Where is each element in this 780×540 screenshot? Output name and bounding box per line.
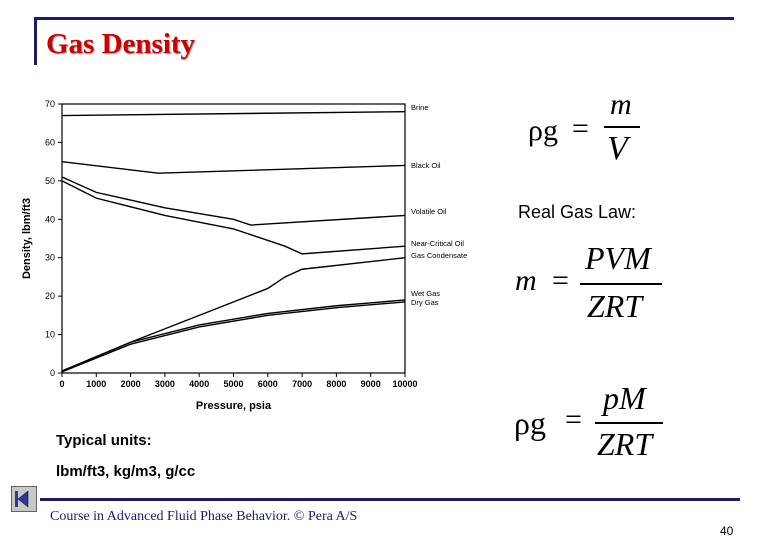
y-tick-label: 10 [45, 330, 55, 340]
legend-label: Near-Critical Oil [411, 239, 464, 248]
x-tick-label: 5000 [223, 379, 243, 389]
x-tick-label: 3000 [155, 379, 175, 389]
series-line-dry-gas [61, 301, 406, 373]
eq3-denominator: ZRT [597, 426, 653, 462]
eq2-lhs: m [515, 264, 537, 297]
page-number: 40 [720, 524, 734, 538]
legend-label: Brine [411, 103, 429, 112]
series-line-gas-condensate [61, 257, 406, 372]
units-title: Typical units: [56, 432, 152, 449]
real-gas-law-label: Real Gas Law: [518, 202, 637, 222]
legend-label: Dry Gas [411, 298, 439, 307]
x-tick-label: 7000 [292, 379, 312, 389]
x-tick-label: 6000 [258, 379, 278, 389]
eq2-fraction-bar [580, 283, 662, 285]
y-tick-label: 40 [45, 214, 55, 224]
x-tick-label: 2000 [121, 379, 141, 389]
series-line-volatile-oil [61, 176, 406, 226]
eq1-denominator: V [607, 130, 628, 167]
footer-text: Course in Advanced Fluid Phase Behavior.… [50, 509, 358, 524]
x-axis-label: Pressure, psia [196, 400, 272, 412]
x-tick-label: 10000 [392, 379, 417, 389]
eq3-numerator: pM [603, 380, 646, 416]
eq1-numerator: m [610, 88, 632, 121]
eq1-fraction-bar [604, 126, 640, 128]
eq2-numerator: PVM [585, 240, 651, 276]
title-frame-top [34, 17, 734, 20]
legend-label: Wet Gas [411, 289, 440, 298]
series-line-black-oil [61, 160, 406, 174]
series-line-near-critical-oil [61, 180, 406, 255]
footer-divider [40, 498, 740, 501]
series-line-brine [61, 110, 406, 117]
y-tick-label: 60 [45, 137, 55, 147]
eq2-denominator: ZRT [587, 288, 643, 324]
eq1-lhs-text: ρg [528, 114, 558, 147]
eq2-equals: = [552, 264, 569, 297]
x-tick-label: 9000 [361, 379, 381, 389]
density-chart: 0 10 20 30 40 50 60 70 0 1000 2000 3000 4000 5000 6000… [21, 99, 467, 412]
units-value: lbm/ft3, kg/m3, g/cc [56, 463, 196, 480]
legend-label: Black Oil [411, 161, 441, 170]
x-tick-label: 1000 [86, 379, 106, 389]
eq3-lhs: ρg [514, 405, 546, 441]
eq3-equals: = [565, 403, 582, 436]
y-tick-label: 70 [45, 99, 55, 109]
x-tick-label: 0 [59, 379, 64, 389]
y-tick-label: 20 [45, 291, 55, 301]
slide-title: Gas Density [46, 28, 196, 60]
y-tick-label: 30 [45, 253, 55, 263]
x-tick-label: 4000 [189, 379, 209, 389]
legend-label: Volatile Oil [411, 207, 447, 216]
series-line-wet-gas [61, 299, 406, 372]
y-axis-label: Density, lbm/ft3 [21, 198, 33, 279]
legend-label: Gas Condensate [411, 251, 467, 260]
eq1-lhs: ρg [528, 114, 558, 148]
eq3-fraction-bar [595, 422, 663, 424]
return-arrow-icon [15, 490, 29, 508]
y-tick-label: 50 [45, 176, 55, 186]
plot-area [61, 103, 406, 374]
y-tick-label: 0 [50, 368, 55, 378]
x-tick-label: 8000 [326, 379, 346, 389]
title-frame-left [34, 17, 37, 65]
slide-nav-button[interactable] [11, 486, 37, 512]
eq1-equals: = [572, 112, 589, 145]
